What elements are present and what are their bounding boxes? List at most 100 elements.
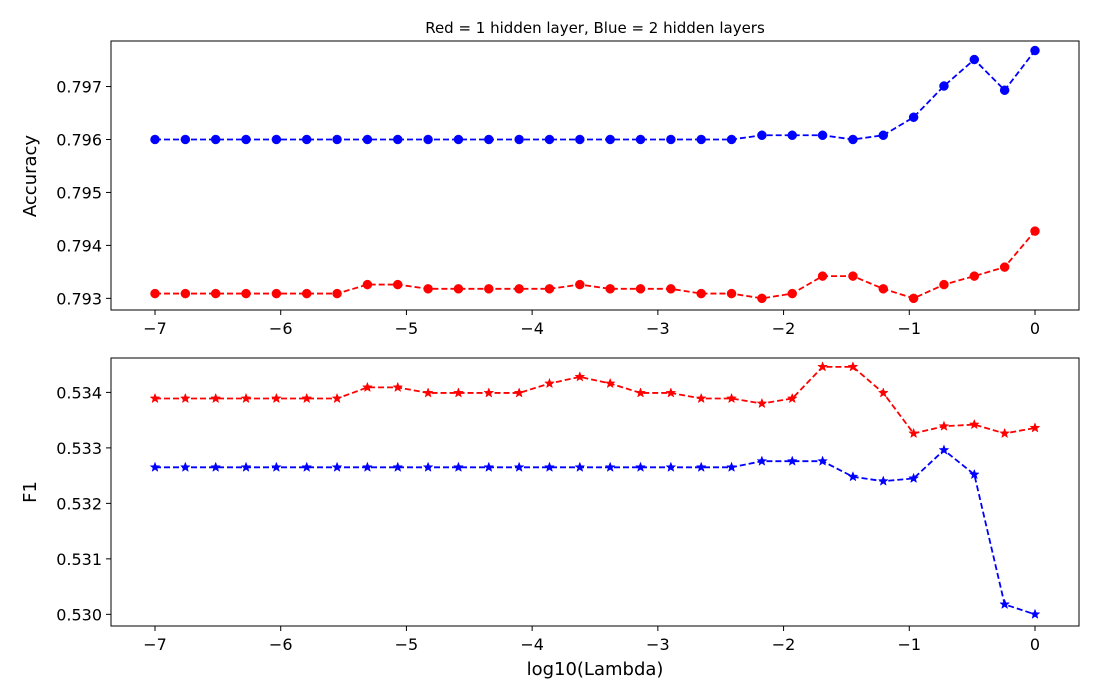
f1-data-point-blue — [361, 461, 373, 472]
accuracy-data-point-red — [666, 284, 676, 294]
accuracy-series-line-red — [155, 230, 1036, 300]
f1-data-point-blue — [938, 444, 950, 455]
f1-y-tick-label: 0.531 — [56, 550, 102, 569]
accuracy-data-point-red — [301, 288, 312, 299]
accuracy-data-point-red — [393, 279, 403, 290]
f1-data-point-red — [149, 392, 161, 404]
accuracy-data-point-blue — [484, 134, 494, 145]
f1-data-point-blue — [786, 455, 798, 466]
accuracy-data-point-red — [1030, 226, 1040, 236]
accuracy-data-point-red — [605, 284, 615, 294]
accuracy-data-point-blue — [180, 134, 191, 145]
f1-data-point-blue — [635, 461, 646, 472]
f1-data-point-blue — [149, 461, 161, 472]
accuracy-data-point-blue — [817, 130, 828, 141]
accuracy-data-point-red — [210, 288, 221, 299]
f1-data-point-red — [422, 387, 434, 398]
f1-data-point-red — [513, 387, 525, 398]
f1-data-point-blue — [301, 461, 313, 472]
accuracy-data-point-red — [635, 284, 646, 294]
accuracy-data-point-blue — [605, 134, 615, 145]
accuracy-x-tick-label: −2 — [772, 319, 796, 338]
accuracy-plot-frame — [110, 40, 1080, 311]
f1-data-point-blue — [574, 461, 586, 472]
accuracy-data-point-blue — [999, 85, 1010, 95]
accuracy-data-point-red — [939, 279, 949, 290]
accuracy-data-point-blue — [301, 134, 312, 145]
f1-data-point-blue — [756, 455, 768, 466]
accuracy-y-tick-label: 0.793 — [56, 289, 102, 308]
accuracy-y-tick-label: 0.794 — [56, 236, 102, 255]
f1-data-point-blue — [422, 461, 434, 472]
accuracy-series-layer — [150, 45, 1040, 304]
accuracy-data-point-red — [848, 271, 858, 281]
f1-data-point-blue — [847, 471, 859, 482]
accuracy-data-point-red — [544, 284, 555, 294]
f1-x-tick-label: −3 — [646, 635, 670, 654]
accuracy-data-point-red — [878, 284, 889, 294]
f1-data-point-blue — [483, 461, 495, 472]
accuracy-data-point-blue — [908, 112, 919, 123]
f1-series-line-blue — [155, 448, 1036, 616]
accuracy-data-point-blue — [210, 134, 221, 145]
accuracy-data-point-blue — [848, 134, 858, 145]
f1-x-tick-label: −2 — [772, 635, 796, 654]
f1-data-point-blue — [877, 475, 889, 486]
accuracy-data-point-red — [150, 288, 160, 299]
accuracy-tick-layer: −7 −6 −5 −4 −3 −2 −1 0 0.793 0.794 0.795 0.796 0.797 — [56, 78, 1040, 338]
f1-data-point-blue — [726, 461, 737, 472]
accuracy-data-point-blue — [423, 134, 433, 145]
f1-data-point-blue — [1029, 608, 1041, 619]
accuracy-data-point-red — [423, 284, 433, 294]
accuracy-x-tick-label: −6 — [269, 319, 293, 338]
f1-data-point-red — [361, 381, 373, 393]
f1-tick-layer: −7 −6 −5 −4 −3 −2 −1 0 0.530 0.531 0.532 0.533 0.534 — [56, 383, 1040, 654]
f1-data-point-red — [453, 387, 464, 398]
accuracy-data-point-blue — [150, 134, 160, 145]
f1-y-tick-label: 0.530 — [56, 605, 102, 624]
f1-series-line-red — [155, 365, 1036, 435]
accuracy-x-tick-label: −7 — [143, 319, 167, 338]
f1-x-tick-label: 0 — [1030, 635, 1040, 654]
f1-data-point-blue — [331, 461, 343, 472]
f1-data-point-blue — [908, 472, 920, 484]
accuracy-data-point-blue — [757, 130, 767, 141]
accuracy-data-point-red — [969, 271, 980, 281]
accuracy-data-point-red — [999, 262, 1010, 272]
accuracy-data-point-red — [757, 293, 767, 304]
f1-data-point-red — [483, 387, 495, 398]
f1-data-point-red — [179, 392, 191, 404]
f1-x-tick-label: −7 — [143, 635, 167, 654]
f1-series-layer — [149, 361, 1041, 619]
f1-data-point-blue — [968, 468, 980, 480]
accuracy-data-point-blue — [787, 130, 797, 141]
accuracy-data-point-blue — [514, 134, 524, 145]
f1-data-point-red — [331, 392, 343, 404]
accuracy-data-point-red — [241, 288, 251, 299]
f1-data-point-red — [1029, 422, 1041, 433]
f1-data-point-blue — [270, 461, 282, 472]
f1-data-point-blue — [665, 461, 677, 472]
accuracy-x-tick-label: −5 — [395, 319, 419, 338]
f1-y-tick-label: 0.533 — [56, 439, 102, 458]
f1-data-point-red — [210, 392, 222, 404]
accuracy-data-point-red — [271, 288, 282, 299]
f1-data-point-blue — [695, 461, 707, 472]
f1-data-point-red — [877, 387, 889, 398]
accuracy-data-point-red — [908, 293, 919, 304]
accuracy-data-point-blue — [575, 134, 585, 145]
f1-x-tick-label: −6 — [269, 635, 293, 654]
accuracy-data-point-blue — [969, 54, 980, 65]
f1-data-point-red — [544, 377, 555, 389]
accuracy-data-point-blue — [332, 134, 342, 145]
f1-plot-frame — [110, 357, 1080, 627]
f1-data-point-blue — [544, 461, 555, 472]
f1-data-point-blue — [453, 461, 464, 472]
accuracy-data-point-red — [817, 271, 828, 281]
accuracy-data-point-blue — [878, 130, 889, 141]
f1-data-point-red — [968, 418, 980, 430]
f1-data-point-red — [999, 427, 1011, 439]
accuracy-x-tick-label: −4 — [520, 319, 544, 338]
accuracy-data-point-red — [726, 288, 737, 299]
